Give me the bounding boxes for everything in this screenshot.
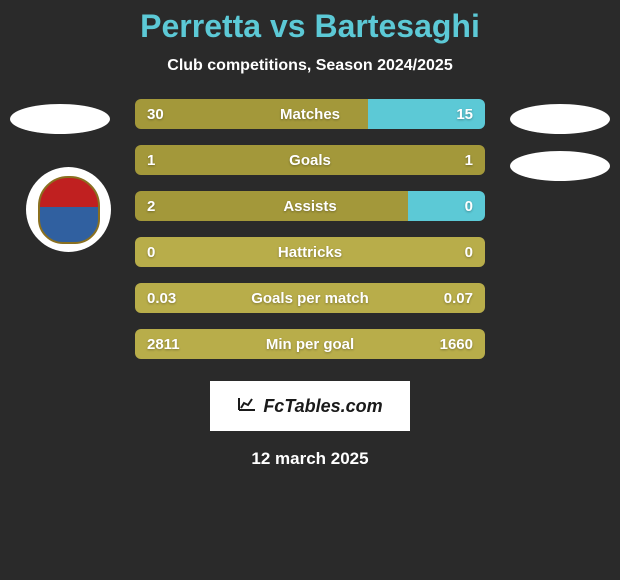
bar-right (310, 145, 485, 175)
stat-label: Assists (283, 198, 336, 215)
chart-icon (237, 396, 257, 417)
fctables-logo[interactable]: FcTables.com (210, 381, 410, 431)
stat-value-right: 0 (465, 198, 473, 215)
page-title: Perretta vs Bartesaghi (140, 8, 480, 45)
stat-row: 2 0 Assists (135, 191, 485, 221)
badge-shield-icon (38, 176, 100, 244)
stat-value-right: 0 (465, 244, 473, 261)
page-subtitle: Club competitions, Season 2024/2025 (167, 57, 452, 75)
bar-left (135, 191, 408, 221)
stat-label: Matches (280, 106, 340, 123)
stat-value-left: 1 (147, 152, 155, 169)
stat-row: 2811 1660 Min per goal (135, 329, 485, 359)
date-text: 12 march 2025 (251, 449, 368, 469)
stats-area: 30 15 Matches 1 1 Goals 2 0 Assists 0 0 Hattricks 0.… (0, 99, 620, 469)
stat-value-left: 2 (147, 198, 155, 215)
stat-label: Goals (289, 152, 331, 169)
player1-avatar-placeholder (10, 104, 110, 134)
stat-value-left: 0 (147, 244, 155, 261)
stat-value-left: 0.03 (147, 290, 176, 307)
stat-row: 1 1 Goals (135, 145, 485, 175)
stat-value-left: 30 (147, 106, 164, 123)
stat-value-right: 15 (456, 106, 473, 123)
stat-label: Goals per match (251, 290, 369, 307)
stat-row: 0 0 Hattricks (135, 237, 485, 267)
player2-avatar-placeholder (510, 104, 610, 134)
stat-row: 30 15 Matches (135, 99, 485, 129)
bar-left (135, 145, 310, 175)
bar-right (408, 191, 485, 221)
stat-row: 0.03 0.07 Goals per match (135, 283, 485, 313)
stat-value-right: 1 (465, 152, 473, 169)
player2-avatar-placeholder2 (510, 151, 610, 181)
stat-value-right: 0.07 (444, 290, 473, 307)
stat-value-left: 2811 (147, 336, 180, 353)
stat-label: Min per goal (266, 336, 354, 353)
stat-value-right: 1660 (440, 336, 473, 353)
logo-text: FcTables.com (263, 396, 382, 417)
stat-label: Hattricks (278, 244, 342, 261)
main-container: Perretta vs Bartesaghi Club competitions… (0, 0, 620, 580)
team-badge (26, 167, 111, 252)
